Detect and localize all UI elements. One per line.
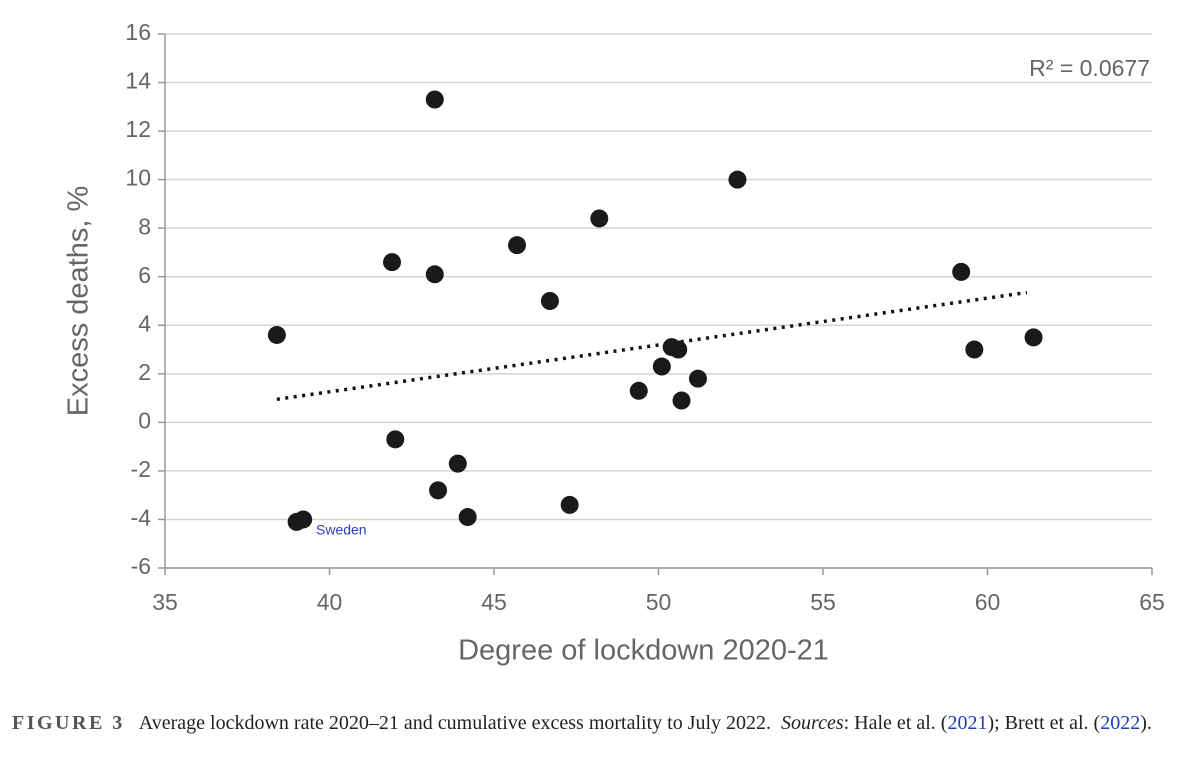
chart: -6 -4 -2 0 2 4 6 8 10 12 14 16 35 40 45 50 55 60 65 Degree …: [63, 19, 1165, 667]
data-point: [629, 381, 648, 400]
x-tick-label: 60: [975, 589, 1001, 615]
data-point: [448, 454, 467, 473]
y-tick-label: 8: [138, 213, 151, 239]
x-tick-label: 45: [481, 589, 507, 615]
caption-text: Average lockdown rate 2020–21 and cumula…: [138, 712, 772, 734]
y-tick-label: 14: [125, 68, 151, 94]
trendline: [276, 290, 1028, 402]
data-point: [688, 369, 707, 388]
y-tick-label: 10: [125, 165, 151, 191]
y-tick-label: 16: [125, 19, 151, 45]
r-squared: R² = 0.0677: [1029, 55, 1150, 81]
data-point: [425, 265, 444, 284]
data-point: [952, 262, 971, 281]
data-point: [560, 495, 579, 514]
data-point: [267, 325, 286, 344]
x-tick-label: 55: [810, 589, 836, 615]
data-point: [429, 481, 448, 500]
y-tick-label: -2: [131, 456, 151, 482]
x-tick-label: 50: [646, 589, 672, 615]
data-point: [425, 90, 444, 109]
data-point: [540, 292, 559, 310]
y-tick-label: -4: [131, 505, 152, 531]
data-point: [965, 340, 984, 359]
x-axis-title: Degree of lockdown 2020-21: [458, 635, 829, 667]
y-tick-label: 0: [138, 407, 151, 433]
caption-part: ).: [1140, 712, 1152, 734]
y-tick-label: -6: [131, 553, 151, 579]
data-point: [728, 170, 747, 189]
y-tick-label: 2: [138, 359, 151, 385]
data-point: [294, 510, 313, 529]
data-point: [386, 430, 405, 449]
data-point: [1024, 328, 1043, 347]
point-label: Sweden: [316, 522, 367, 538]
y-tick-label: 6: [138, 262, 151, 288]
citation-link[interactable]: 2022: [1100, 712, 1141, 734]
x-tick-label: 40: [317, 589, 343, 615]
figure-caption: FIGURE 3 Average lockdown rate 2020–21 an…: [12, 704, 1172, 742]
y-tick-label: 12: [125, 116, 151, 142]
x-tick-label: 65: [1139, 589, 1165, 615]
y-axis-title: Excess deaths, %: [63, 186, 95, 417]
data-point: [652, 357, 671, 376]
data-point: [590, 209, 609, 228]
caption-part: ); Brett et al. (: [987, 712, 1101, 734]
y-tick-label: 4: [138, 310, 151, 336]
x-tick-label: 35: [152, 589, 178, 615]
data-point: [383, 253, 402, 272]
data-point: [669, 340, 688, 359]
data-point: [458, 508, 477, 527]
caption-sources: Sources: [781, 712, 844, 734]
data-point: [508, 236, 527, 255]
caption-part: : Hale et al. (: [843, 712, 948, 734]
caption-label: FIGURE 3: [12, 712, 125, 734]
citation-link[interactable]: 2021: [947, 712, 988, 734]
data-point: [672, 391, 691, 410]
